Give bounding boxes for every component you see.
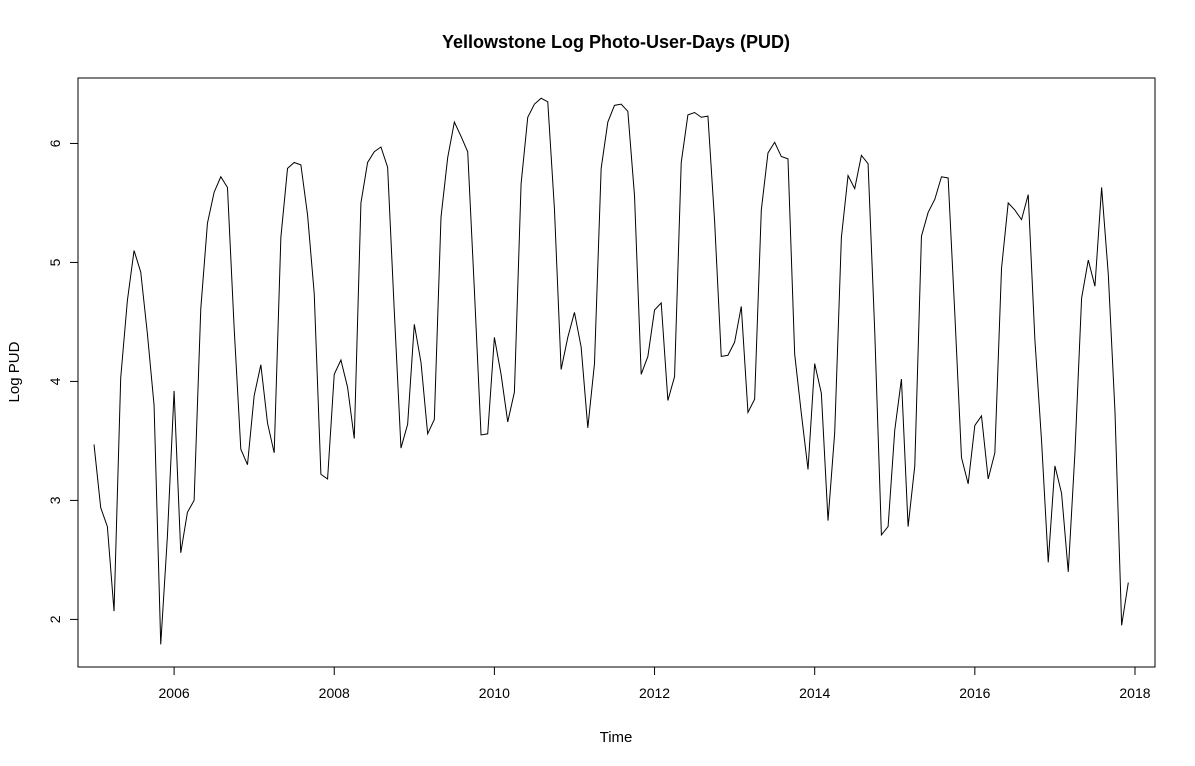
x-tick-label: 2014 bbox=[799, 685, 830, 701]
plot-frame bbox=[77, 77, 1156, 668]
x-tick-label: 2008 bbox=[319, 685, 350, 701]
x-tick-label: 2016 bbox=[959, 685, 990, 701]
y-tick-label: 4 bbox=[47, 377, 63, 385]
x-tick-label: 2018 bbox=[1119, 685, 1150, 701]
x-axis: 2006 2008 2010 2012 2014 2016 2018 bbox=[159, 666, 1151, 701]
x-tick-label: 2006 bbox=[159, 685, 190, 701]
y-tick-label: 5 bbox=[47, 258, 63, 266]
y-tick-label: 2 bbox=[47, 615, 63, 623]
x-tick-label: 2012 bbox=[639, 685, 670, 701]
y-axis-label: Log PUD bbox=[6, 341, 23, 402]
x-axis-label: Time bbox=[600, 729, 633, 746]
chart-title: Yellowstone Log Photo-User-Days (PUD) bbox=[442, 32, 790, 52]
y-tick-label: 3 bbox=[47, 496, 63, 504]
x-tick-label: 2010 bbox=[479, 685, 510, 701]
y-axis: 2 3 4 5 6 bbox=[47, 139, 79, 623]
series-line bbox=[93, 97, 1129, 645]
y-tick-label: 6 bbox=[47, 139, 63, 147]
